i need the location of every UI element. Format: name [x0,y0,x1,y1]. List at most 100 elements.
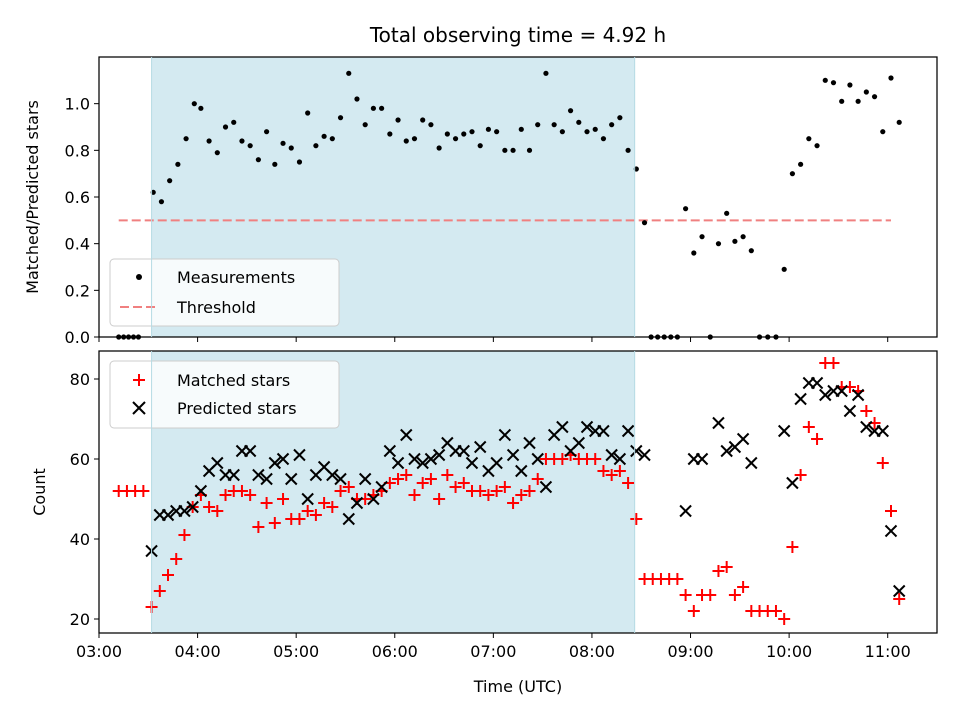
matched-star-point [498,481,511,493]
matched-star-point [737,581,750,593]
predicted-star-point [391,456,405,470]
measurement-point [444,131,450,137]
measurement-point [296,159,303,165]
x-tick-label: 08:00 [569,642,615,661]
predicted-star-point [358,472,372,486]
matched-star-point [531,473,544,485]
predicted-star-point [556,420,569,434]
measurement-point [822,77,828,83]
predicted-star-point [679,504,692,518]
measurement-point [183,136,189,142]
predicted-star-point [695,452,709,466]
measurement-point [461,131,467,137]
measurement-point [198,105,204,111]
predicted-star-point [876,424,889,438]
top-y-tick-label: 0.0 [65,328,90,347]
predicted-star-point [432,448,446,462]
measurement-point [428,122,434,128]
measurement-point [288,145,294,151]
matched-star-point [490,485,503,497]
measurement-point [222,124,229,130]
predicted-star-point [424,452,438,466]
measurement-point [321,133,327,139]
matched-star-point [622,477,635,489]
matched-star-point [811,433,824,445]
predicted-star-point [712,416,725,430]
predicted-star-point [474,440,487,454]
matched-star-point [235,485,248,497]
measurement-point [264,129,270,135]
matched-star-point [613,465,626,477]
matched-star-point [433,493,446,505]
measurement-point [329,136,335,142]
top-ticks: 0.0 0.2 0.4 0.6 0.8 1.0 [65,95,889,347]
matched-star-point [408,489,421,501]
predicted-star-point [794,392,807,406]
measurement-point [167,178,173,184]
matched-star-point [162,569,175,581]
matched-star-point [400,469,413,481]
x-tick-label: 10:00 [766,642,812,661]
chart-title: Total observing time = 4.92 h [369,23,666,47]
measurement-point [724,210,730,216]
measurement-point [576,119,582,125]
matched-star-point [515,489,528,501]
matched-star-point [523,485,536,497]
matched-star-point [392,473,405,485]
measurement-point [354,96,360,102]
matched-star-point [293,513,306,525]
measurement-point [280,140,286,146]
measurement-point [175,161,181,167]
matched-star-point [802,421,815,433]
predicted-star-point [506,448,520,462]
measurement-point [584,129,590,135]
matched-star-point [482,489,495,501]
measurement-point [420,117,426,123]
x-tick-label: 07:00 [470,642,516,661]
measurement-point [740,234,746,240]
measurement-point [346,70,352,76]
matched-star-point [860,405,873,417]
measurement-point [452,136,459,142]
predicted-star-point [285,472,298,486]
x-tick-label: 09:00 [667,642,713,661]
predicted-star-point [465,456,479,470]
matched-star-point [153,585,166,597]
measurement-point [477,143,483,149]
predicted-star-point [408,452,421,466]
measurement-point [789,171,796,177]
measurement-point [691,250,697,256]
legend-threshold-label: Threshold [176,298,256,317]
x-tick-label: 04:00 [175,642,221,661]
predicted-star-point [276,452,290,466]
predicted-star-point [252,468,265,482]
matched-star-point [441,469,454,481]
measurement-point [814,143,820,149]
measurement-point [732,238,738,244]
predicted-star-point [851,388,865,402]
measurement-point [214,150,220,156]
bottom-y-tick-label: 40 [70,530,90,549]
x-tick-label: 06:00 [372,642,418,661]
predicted-star-point [260,472,273,486]
measurement-point [494,129,500,135]
matched-star-point [687,605,700,617]
matched-star-point [884,505,897,517]
predicted-star-point [613,452,627,466]
predicted-star-point [860,420,873,434]
measurement-point [855,98,861,104]
measurement-point [798,161,804,167]
predicted-star-point [515,464,528,478]
matched-star-point [301,505,314,517]
bottom-star-points [112,357,906,625]
legend-matched-label: Matched stars [177,371,290,390]
measurement-point [436,145,442,151]
measurement-point [625,147,631,153]
predicted-star-point [161,508,175,522]
measurement-point [206,138,212,144]
predicted-star-point [400,428,413,442]
matched-star-point [170,553,183,565]
measurement-point [617,115,623,121]
predicted-star-point [367,492,380,506]
predicted-star-point [720,444,733,458]
